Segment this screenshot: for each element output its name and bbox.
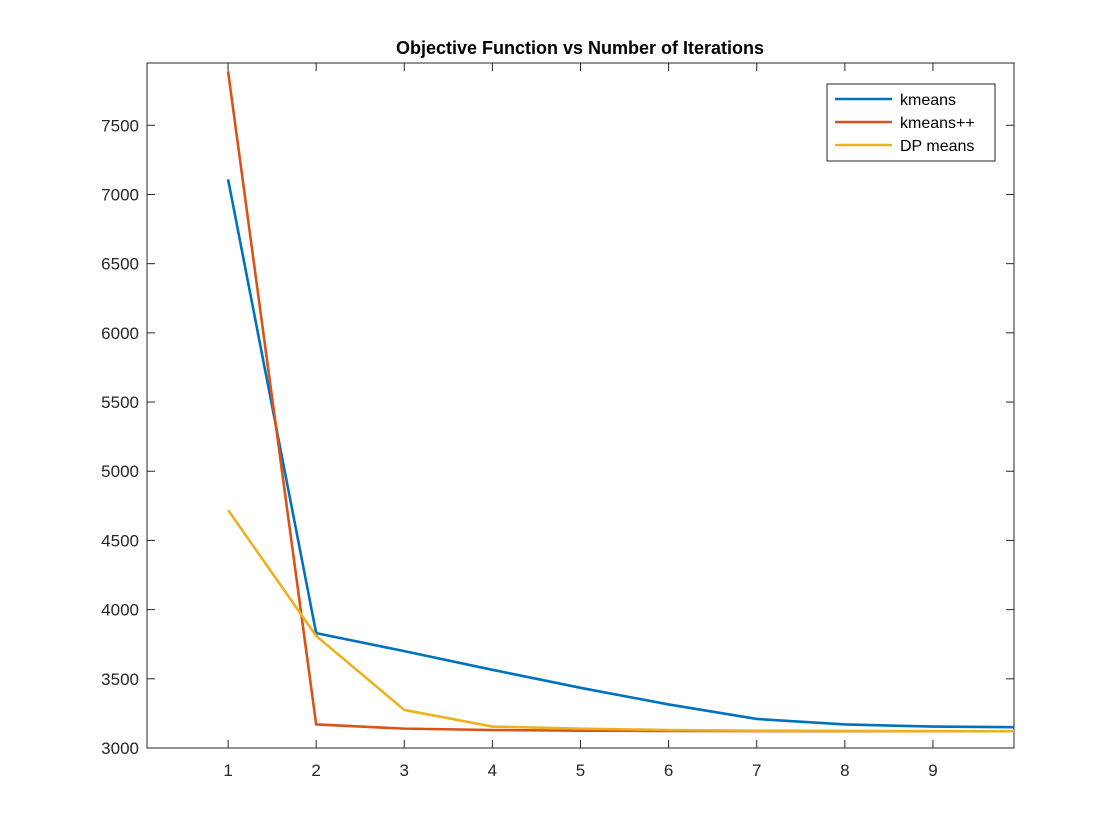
y-tick-label: 6000 xyxy=(101,324,139,343)
x-tick-label: 6 xyxy=(664,761,673,780)
y-tick-label: 5500 xyxy=(101,393,139,412)
legend-label-dp-means: DP means xyxy=(900,138,974,155)
y-tick-label: 3000 xyxy=(101,739,139,758)
plot-area xyxy=(147,63,1014,748)
y-tick-label: 4000 xyxy=(101,601,139,620)
series-line-kmeans xyxy=(226,178,1014,729)
x-tick-label: 3 xyxy=(400,761,409,780)
legend-label-kmeans: kmeans xyxy=(900,92,956,109)
y-tick-label: 3500 xyxy=(101,670,139,689)
x-tick-label: 4 xyxy=(488,761,497,780)
x-tick-label: 2 xyxy=(311,761,320,780)
legend-label-kmeans-: kmeans++ xyxy=(900,115,975,132)
plot-background xyxy=(147,63,1014,748)
x-tick-label: 7 xyxy=(752,761,761,780)
x-tick-label: 5 xyxy=(576,761,585,780)
y-tick-label: 6500 xyxy=(101,255,139,274)
chart-title: Objective Function vs Number of Iteratio… xyxy=(396,38,764,58)
series-line-dp-means xyxy=(226,509,1014,733)
x-tick-label: 9 xyxy=(928,761,937,780)
x-tick-label: 1 xyxy=(223,761,232,780)
y-tick-label: 7500 xyxy=(101,116,139,135)
x-tick-label: 8 xyxy=(840,761,849,780)
axes: 1 2 3 4 5 6 7 8 9 3000 3500 4000 4500 5000 5500 6000 650… xyxy=(101,62,1015,780)
series-lines xyxy=(226,71,1014,733)
y-tick-label: 7000 xyxy=(101,185,139,204)
legend: kmeans kmeans++ DP means xyxy=(826,83,996,162)
y-tick-label: 4500 xyxy=(101,531,139,550)
y-tick-label: 5000 xyxy=(101,462,139,481)
